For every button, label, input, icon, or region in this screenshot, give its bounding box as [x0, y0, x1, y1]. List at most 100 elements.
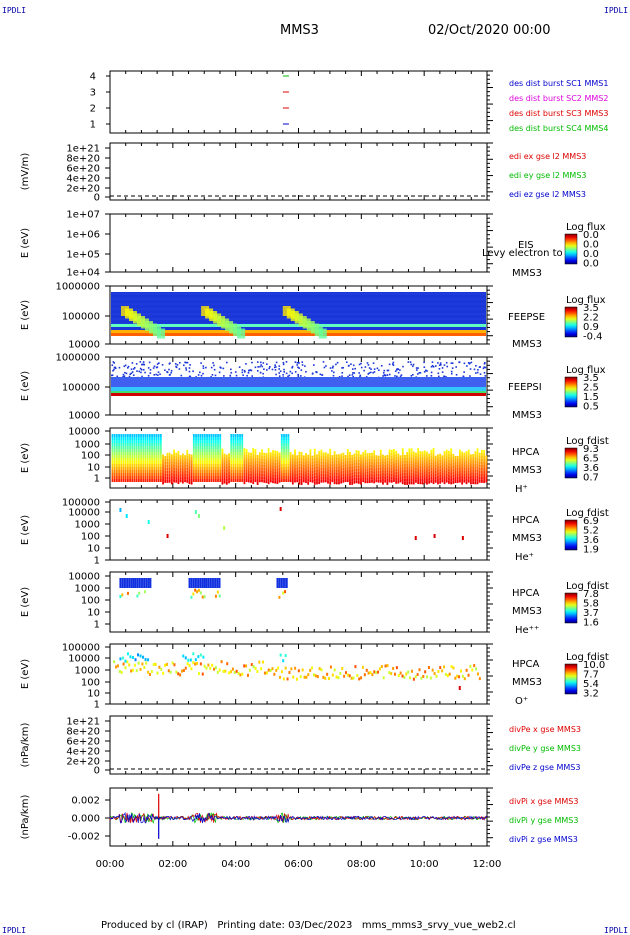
hpca-h-pixel	[228, 465, 230, 469]
hpca-h-pixel	[115, 437, 118, 440]
hpca-h-pixel	[148, 443, 151, 446]
hpca-h-pixel	[283, 458, 285, 461]
hpca-o-pixel	[226, 662, 229, 666]
hpca-h-pixel	[351, 469, 354, 473]
hpca-hepp-pixel	[214, 580, 217, 583]
hpca-h-pixel	[199, 458, 202, 461]
hpca_h-ytick-label: 1	[94, 474, 100, 485]
hpca-o-pixel	[410, 669, 413, 673]
hpca-h-pixel	[142, 446, 145, 449]
hpca-h-pixel	[210, 473, 213, 476]
hpca-h-pixel	[239, 473, 241, 476]
hpca-h-pixel	[214, 464, 217, 467]
hpca-h-pixel	[146, 455, 149, 458]
hpca-o-pixel	[467, 673, 470, 677]
hpca-h-pixel	[168, 458, 171, 462]
hpca-h-pixel	[309, 470, 312, 474]
hpca-h-pixel	[214, 455, 217, 458]
hpca-h-pixel	[254, 458, 257, 462]
hpca-h-pixel	[179, 479, 182, 483]
feepsi-speckle	[388, 363, 391, 366]
hpca-h-pixel	[379, 449, 382, 453]
hpca-h-pixel	[307, 475, 310, 479]
hpca-h-pixel	[390, 464, 393, 468]
hpca-o-pixel	[290, 667, 293, 671]
hpca-h-pixel	[197, 440, 200, 443]
hpca-h-pixel	[415, 470, 417, 474]
hpca-h-pixel	[142, 461, 145, 464]
hpca-h-pixel	[434, 467, 437, 471]
hpca-hepp-pixel	[218, 580, 221, 583]
hpca-h-pixel	[135, 479, 138, 482]
hpca-hepp-pixel	[119, 580, 122, 583]
hpca-h-pixel	[221, 475, 224, 479]
hpca-hepp-pixel	[147, 578, 150, 581]
hpca-h-pixel	[379, 479, 382, 483]
hpca-h-pixel	[459, 473, 461, 477]
hpca-h-pixel	[219, 464, 222, 467]
feepsi-speckle	[124, 364, 127, 367]
hpca-h-pixel	[118, 479, 120, 482]
hpca-hepp-pixel	[149, 585, 152, 588]
hpca-h-pixel	[324, 452, 327, 456]
hpca-h-pixel	[415, 476, 417, 480]
hpca-h-pixel	[401, 481, 404, 485]
hpca-h-pixel	[371, 455, 373, 459]
feepsi-ytick-label: 10000	[68, 411, 100, 422]
hpca-h-pixel	[329, 451, 332, 455]
hpca-hepp-pixel	[188, 578, 191, 581]
hpca-h-pixel	[122, 461, 125, 464]
hpca-h-pixel	[437, 466, 439, 470]
hpca-h-pixel	[302, 461, 305, 465]
hpca-h-pixel	[192, 479, 195, 482]
feepsi-speckle	[132, 368, 135, 370]
hpca-h-pixel	[324, 473, 327, 477]
hpca-h-pixel	[120, 440, 123, 443]
hpca-h-pixel	[208, 452, 211, 455]
hpca-h-pixel	[426, 454, 428, 458]
hpca-h-pixel	[153, 446, 156, 449]
hpca-h-pixel	[456, 470, 459, 474]
hpca-h-pixel	[408, 463, 411, 467]
hpca-h-pixel	[166, 470, 169, 474]
eis-mode-label: Levy electron to	[482, 248, 563, 259]
hpca-h-pixel	[342, 467, 345, 471]
hpca-h-pixel	[206, 458, 208, 461]
hpca-hepp-pixel	[199, 578, 202, 581]
hpca-h-pixel	[223, 468, 226, 472]
hpca-o-pixel	[171, 661, 174, 665]
hpca-h-pixel	[217, 440, 219, 443]
hpca-h-pixel	[338, 460, 340, 464]
hpca-h-pixel	[144, 464, 147, 467]
hpca-h-pixel	[285, 446, 288, 449]
hpca-h-pixel	[261, 476, 263, 480]
hpca-h-pixel	[272, 480, 274, 484]
feepsi-speckle	[136, 370, 138, 372]
hpca-h-pixel	[151, 467, 153, 470]
hpca-h-pixel	[481, 470, 483, 474]
hpca-h-pixel	[269, 461, 272, 465]
hpca-o-pixel	[197, 655, 200, 659]
hpca-h-pixel	[465, 481, 468, 485]
feepsi-speckle	[142, 361, 145, 363]
feepsi-speckle	[128, 375, 131, 378]
feepsi-speckle	[229, 374, 232, 377]
hpca-h-pixel	[133, 449, 136, 452]
hpca-h-pixel	[258, 461, 261, 465]
hpca-h-pixel	[219, 473, 222, 476]
hpca-h-pixel	[384, 464, 387, 468]
feepsi-speckle	[185, 369, 188, 371]
hpca-h-pixel	[129, 464, 131, 467]
hpca-o-pixel	[199, 653, 202, 657]
hpca-h-pixel	[232, 440, 235, 443]
hpca-h-pixel	[342, 452, 345, 456]
hpca-h-pixel	[373, 465, 376, 469]
hpca-h-pixel	[263, 473, 266, 477]
feepsi-speckle	[131, 371, 134, 373]
hpca-h-pixel	[313, 472, 316, 476]
feepsi-speckle	[213, 364, 215, 367]
hpca-h-pixel	[298, 451, 301, 455]
hpca-h-pixel	[153, 467, 156, 470]
feepsi-speckle	[313, 364, 315, 366]
hpca-h-pixel	[159, 443, 162, 446]
